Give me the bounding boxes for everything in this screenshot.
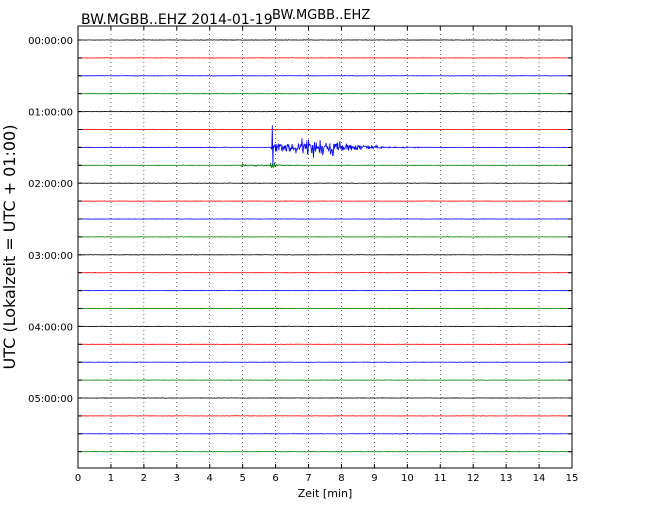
seismic-trace [77, 182, 573, 184]
seismic-trace [77, 361, 573, 363]
x-axis: 0 1 2 3 4 5 6 7 8 9 10 11 12 13 14 15 [75, 26, 579, 484]
x-tick-label: 9 [371, 473, 377, 484]
seismic-trace [77, 254, 573, 256]
y-tick-label: 04:00:00 [28, 322, 73, 333]
x-tick-label: 4 [207, 473, 213, 484]
seismic-trace [77, 110, 573, 113]
x-axis-label: Zeit [min] [298, 487, 353, 500]
seismic-trace [77, 75, 573, 77]
y-tick-label: 05:00:00 [28, 394, 73, 405]
y-axis-label: UTC (Lokalzeit = UTC + 01:00) [0, 125, 19, 370]
x-tick-label: 0 [75, 473, 81, 484]
x-tick-label: 7 [305, 473, 311, 484]
seismic-trace [77, 271, 573, 274]
seismic-trace [77, 415, 573, 417]
seismic-trace [77, 379, 573, 381]
x-tick-label: 8 [338, 473, 344, 484]
x-tick-label: 2 [141, 473, 147, 484]
seismic-trace [77, 128, 573, 131]
traces-layer [77, 39, 573, 453]
seismic-trace [77, 92, 572, 95]
x-tick-label: 13 [500, 473, 513, 484]
seismic-trace [77, 236, 573, 238]
seismic-trace [77, 218, 573, 220]
seismic-trace [77, 289, 573, 292]
x-tick-label: 6 [272, 473, 278, 484]
seismic-trace [77, 39, 573, 41]
seismic-trace [77, 125, 573, 166]
seismic-trace [77, 343, 573, 346]
seismic-trace [77, 307, 573, 310]
x-tick-label: 1 [108, 473, 114, 484]
y-tick-label: 00:00:00 [28, 36, 73, 47]
seismic-trace [77, 450, 573, 453]
seismic-trace [77, 162, 573, 169]
seismic-trace [77, 325, 573, 328]
x-tick-label: 11 [434, 473, 447, 484]
y-tick-label: 01:00:00 [28, 108, 73, 119]
plot-frame [77, 25, 573, 469]
x-tick-label: 15 [566, 473, 579, 484]
y-tick-label: 02:00:00 [28, 179, 73, 190]
x-tick-label: 14 [533, 473, 546, 484]
chart-title-station-date: BW.MGBB..EHZ 2014-01-19 [81, 12, 273, 28]
x-tick-label: 3 [174, 473, 180, 484]
seismic-trace [77, 433, 573, 435]
y-axis: 00:00:00 01:00:00 02:00:00 03:00:00 04:00:00… [28, 36, 572, 453]
seismic-trace [77, 57, 573, 59]
chart-title-station: BW.MGBB..EHZ [272, 8, 371, 23]
seismic-trace [77, 200, 573, 202]
x-tick-label: 5 [239, 473, 245, 484]
x-tick-label: 12 [467, 473, 480, 484]
y-tick-label: 03:00:00 [28, 251, 73, 262]
seismic-trace [77, 397, 573, 399]
grid-layer [110, 26, 540, 468]
x-tick-label: 10 [401, 473, 414, 484]
